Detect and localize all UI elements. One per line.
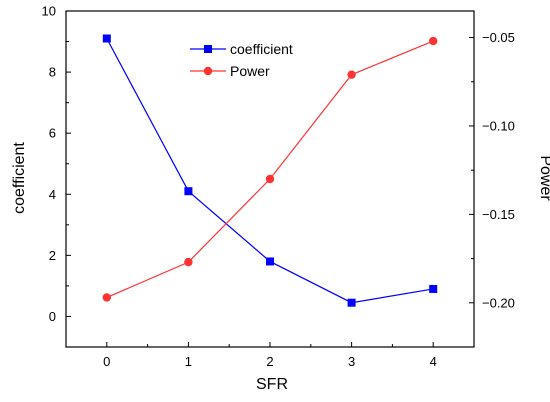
legend-coefficient-marker xyxy=(204,45,212,53)
plot-layer xyxy=(102,34,438,307)
legend-power-label: Power xyxy=(230,63,270,79)
legend: coefficient Power xyxy=(190,41,293,79)
power-point xyxy=(184,257,193,267)
coefficient-point xyxy=(429,284,438,293)
y-right-axis-title: Power xyxy=(537,155,550,201)
y-left-tick-label: 4 xyxy=(49,187,56,202)
x-tick-label: 3 xyxy=(348,354,355,369)
y-left-tick-label: 0 xyxy=(49,309,56,324)
coefficient-point xyxy=(347,298,356,307)
legend-coefficient-label: coefficient xyxy=(230,41,293,57)
x-tick-label: 4 xyxy=(430,354,437,369)
x-tick-label: 1 xyxy=(185,354,192,369)
x-tick-label: 2 xyxy=(266,354,273,369)
coefficient-point xyxy=(184,187,193,196)
power-point xyxy=(102,293,112,302)
y-left-tick-label: 10 xyxy=(42,4,56,19)
y-left-tick-label: 6 xyxy=(49,126,56,141)
power-point xyxy=(265,174,275,184)
power-point xyxy=(429,36,438,46)
coefficient-point xyxy=(102,34,111,43)
y-right-tick-label: −0.05 xyxy=(482,30,515,45)
axis-layer: 0 1 2 3 4 0 2 4 6 8 10 −0.05 −0.10 −0.15 −0.20 xyxy=(42,4,515,370)
y-right-tick-label: −0.15 xyxy=(482,207,515,222)
x-axis-title: SFR xyxy=(256,376,288,393)
y-left-axis-title: coefficient xyxy=(11,142,28,214)
y-left-tick-label: 2 xyxy=(49,248,56,263)
y-left-tick-label: 8 xyxy=(49,65,56,80)
legend-power-marker xyxy=(203,66,213,76)
power-point xyxy=(347,70,356,79)
coefficient-point xyxy=(266,257,274,266)
x-tick-label: 0 xyxy=(103,354,110,369)
y-right-tick-label: −0.10 xyxy=(482,118,515,133)
y-right-tick-label: −0.20 xyxy=(482,295,515,310)
